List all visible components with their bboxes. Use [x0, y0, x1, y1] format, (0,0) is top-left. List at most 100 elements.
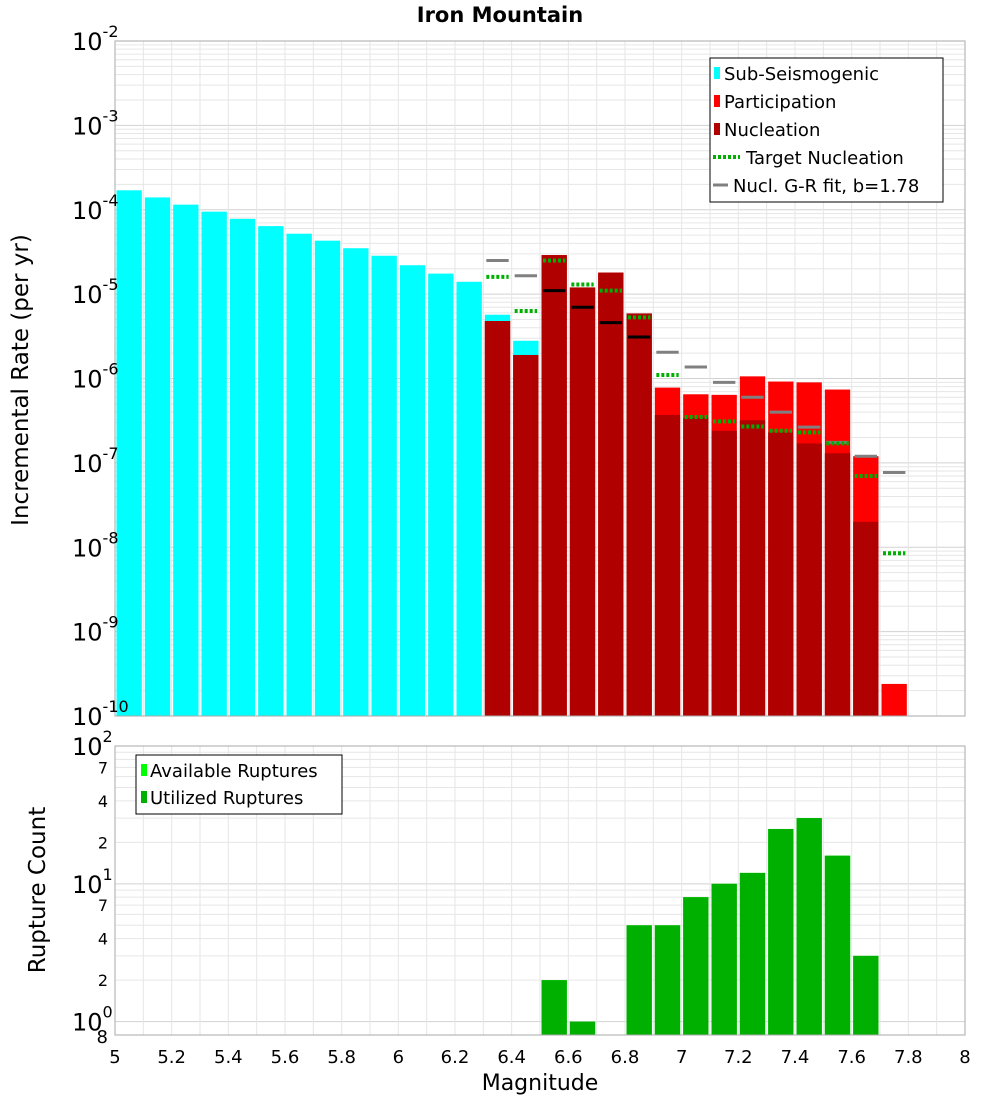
bar-sub-seismogenic [229, 218, 256, 716]
bar-sub-seismogenic [286, 233, 312, 716]
x-tick-label: 7.6 [837, 1047, 866, 1068]
y-tick-label: 101 [72, 865, 113, 899]
top-y-ticks: 10-10 10-9 10-8 10-7 10-6 10-5 10-4 10-3 10-2 [72, 22, 129, 731]
bar-sub-seismogenic [116, 190, 142, 716]
bottom-bars [541, 818, 879, 1035]
bar-nucleation [654, 414, 681, 716]
bar-utilized-ruptures [796, 818, 822, 1035]
y-tick-label: 10-7 [72, 444, 119, 478]
x-tick-label: 7.2 [724, 1047, 753, 1068]
bar-participation [881, 683, 907, 716]
bar-nucleation [513, 354, 539, 716]
legend-label-participation: Participation [724, 92, 836, 113]
bar-utilized-ruptures [711, 883, 737, 1035]
y-tick-label-minor: 2 [98, 833, 108, 852]
y-tick-label-minor: 7 [98, 896, 108, 915]
x-tick-label: 6.8 [611, 1047, 640, 1068]
bar-utilized-ruptures [739, 872, 766, 1035]
y-tick-label: 10-2 [72, 22, 119, 56]
y-tick-label: 10-4 [72, 191, 119, 225]
x-tick-label: 7.8 [894, 1047, 923, 1068]
bar-utilized-ruptures [768, 828, 794, 1035]
legend-swatch-participation [714, 95, 720, 107]
bar-nucleation [598, 272, 624, 716]
bar-nucleation [711, 430, 737, 716]
bar-nucleation [683, 418, 709, 716]
bar-sub-seismogenic [173, 204, 199, 717]
bar-nucleation [824, 453, 851, 716]
bar-sub-seismogenic [371, 255, 397, 716]
x-tick-label: 8 [959, 1047, 970, 1068]
bar-sub-seismogenic [258, 226, 284, 716]
bar-nucleation [569, 287, 596, 716]
bar-nucleation [626, 313, 652, 716]
chart-title: Iron Mountain [417, 3, 583, 27]
bar-utilized-ruptures [541, 980, 567, 1035]
legend-swatch-available-ruptures [141, 764, 147, 776]
y-tick-label: 10-8 [72, 528, 119, 562]
bar-nucleation [768, 432, 794, 716]
x-tick-label: 7 [676, 1047, 687, 1068]
y-tick-label: 10-5 [72, 275, 119, 309]
bottom-y-ticks: 2 4 7 2 4 7 100 101 102 8 [72, 727, 113, 1048]
bar-sub-seismogenic [201, 211, 227, 716]
bar-utilized-ruptures [626, 925, 652, 1035]
x-tick-label: 5.4 [214, 1047, 243, 1068]
x-tick-label: 7.4 [781, 1047, 810, 1068]
bar-nucleation [739, 420, 766, 716]
bar-sub-seismogenic [144, 197, 171, 717]
bottom-plot-border [114, 745, 966, 1036]
bar-utilized-ruptures [824, 855, 851, 1035]
y-tick-label-minor: 8 [97, 1027, 108, 1048]
x-tick-label: 6.4 [497, 1047, 526, 1068]
x-tick-label: 6 [393, 1047, 404, 1068]
x-ticks: 5 5.2 5.4 5.6 5.8 6 6.2 6.4 6.6 6.8 7 7.2 7.4 7.6 7.8 8 [109, 1047, 970, 1068]
bar-sub-seismogenic [343, 248, 369, 717]
legend-swatch-sub-seismogenic [714, 67, 720, 79]
y-tick-label-minor: 4 [98, 792, 108, 811]
y-tick-label-minor: 4 [98, 930, 108, 949]
x-axis-label: Magnitude [482, 1071, 599, 1096]
y-tick-label: 10-6 [72, 360, 119, 394]
legend-label-sub-seismogenic: Sub-Seismogenic [724, 64, 879, 85]
legend-label-gr-fit: Nucl. G-R fit, b=1.78 [733, 176, 919, 197]
y-tick-label: 10-9 [72, 613, 119, 647]
y-tick-label-minor: 2 [98, 971, 108, 990]
top-plot-border [114, 40, 966, 717]
y-tick-label-minor: 7 [98, 758, 108, 777]
bar-nucleation [796, 443, 822, 716]
top-lines [486, 258, 906, 556]
top-bars [116, 190, 907, 717]
y-tick-label: 102 [72, 727, 113, 761]
y-tick-label: 10-10 [72, 697, 129, 731]
bar-sub-seismogenic [428, 273, 454, 716]
top-legend: Sub-Seismogenic Participation Nucleation… [709, 57, 944, 203]
legend-swatch-utilized-ruptures [141, 791, 147, 803]
bar-utilized-ruptures [569, 1021, 596, 1035]
bar-sub-seismogenic [456, 281, 482, 716]
bar-utilized-ruptures [683, 897, 709, 1035]
bar-utilized-ruptures [853, 955, 879, 1035]
bar-nucleation [541, 255, 567, 716]
x-tick-label: 6.6 [554, 1047, 583, 1068]
bar-utilized-ruptures [654, 925, 681, 1035]
legend-label-target-nucleation: Target Nucleation [745, 148, 904, 169]
bottom-y-axis-label: Rupture Count [25, 807, 51, 973]
legend-swatch-nucleation [714, 123, 720, 135]
bar-nucleation [853, 521, 879, 716]
x-tick-label: 6.2 [441, 1047, 470, 1068]
legend-label-utilized-ruptures: Utilized Ruptures [150, 788, 303, 809]
top-y-axis-label: Incremental Rate (per yr) [8, 234, 34, 526]
y-tick-label: 100 [72, 1003, 113, 1037]
legend-label-nucleation: Nucleation [724, 120, 820, 141]
bottom-legend: Available Ruptures Utilized Ruptures [135, 754, 343, 815]
bar-sub-seismogenic [314, 240, 341, 717]
bar-nucleation [484, 321, 511, 716]
bar-sub-seismogenic [399, 265, 426, 716]
x-tick-label: 5.8 [327, 1047, 356, 1068]
x-tick-label: 5.6 [271, 1047, 300, 1068]
x-tick-label: 5.2 [157, 1047, 186, 1068]
legend-label-available-ruptures: Available Ruptures [150, 761, 318, 782]
y-tick-label: 10-3 [72, 106, 119, 140]
